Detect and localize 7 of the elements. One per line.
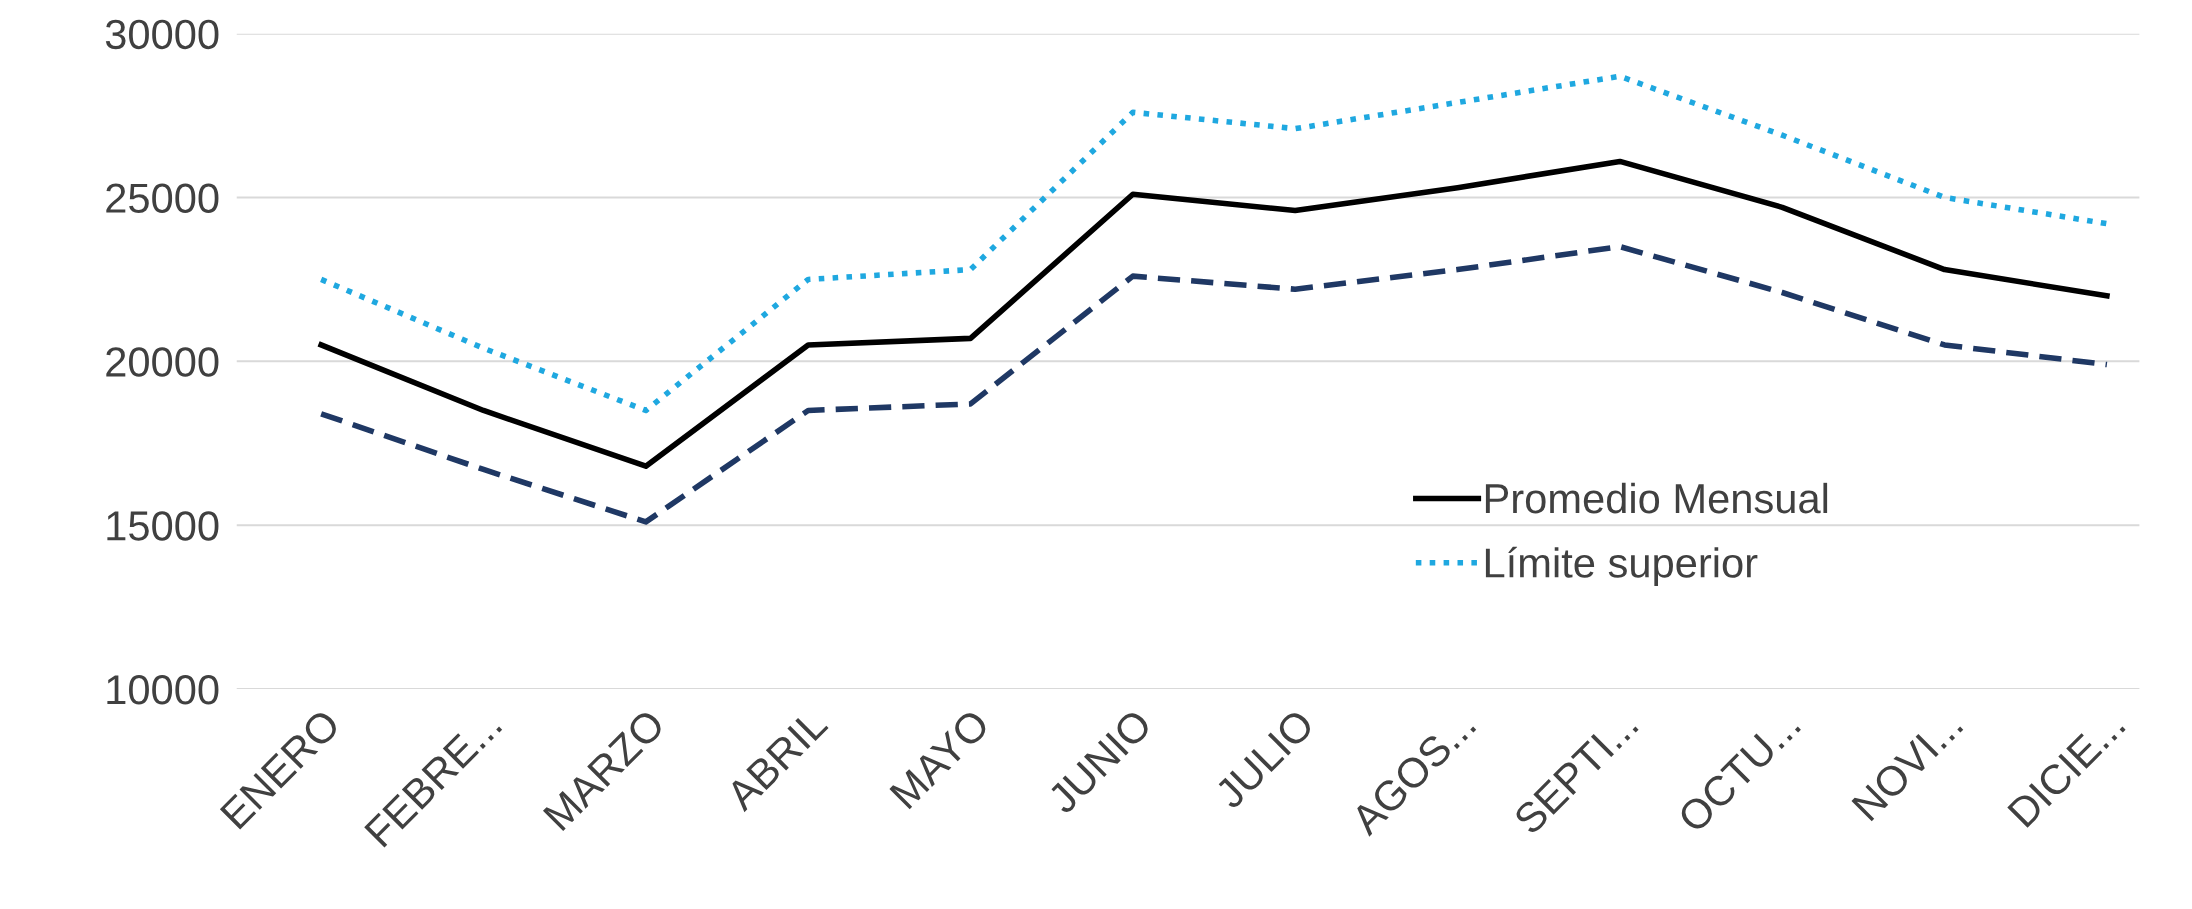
y-tick-label: 25000	[106, 183, 219, 213]
y-tick-label: 10000	[107, 675, 219, 705]
legend-label: Límite superior	[1485, 546, 1758, 586]
y-tick-label: 30000	[105, 19, 219, 50]
y-tick-label: 15000	[107, 511, 219, 541]
y-tick-label: 20000	[106, 347, 219, 377]
legend-label: Promedio Mensual	[1485, 482, 1828, 514]
